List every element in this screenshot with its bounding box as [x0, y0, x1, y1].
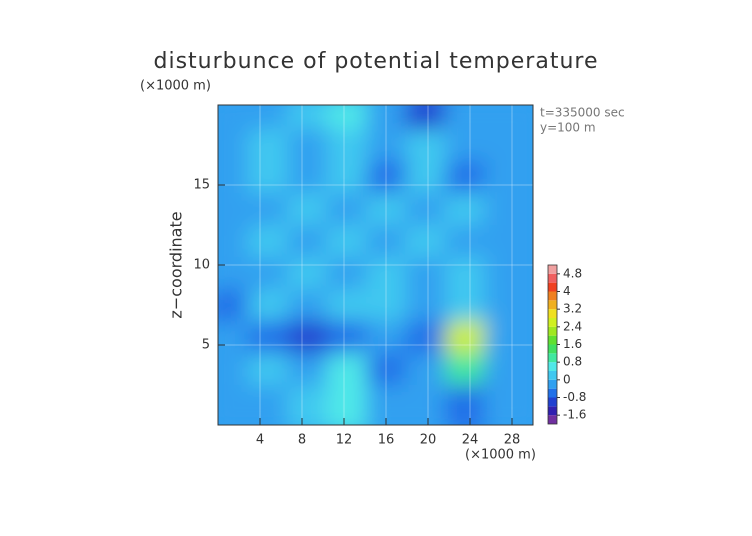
colorbar-segment: [548, 282, 557, 292]
y-axis-label: z−coordinate: [167, 211, 186, 318]
colorbar-tick-label: 0.8: [563, 355, 582, 369]
colorbar-tick-label: 0: [563, 372, 571, 386]
x-tick-label: 28: [504, 433, 521, 448]
colorbar-segment: [548, 300, 557, 310]
x-tick-label: 8: [298, 433, 306, 448]
x-tick-label: 20: [420, 433, 437, 448]
colorbar-segment: [548, 397, 557, 407]
colorbar-tick-label: 3.2: [563, 302, 582, 316]
y-tick-label: 15: [193, 178, 210, 193]
annotation: t=335000 sec: [540, 106, 625, 120]
colorbar-segment: [548, 362, 557, 371]
x-tick-label: 16: [378, 433, 395, 448]
annotation: y=100 m: [540, 121, 596, 135]
y-unit-label: (×1000 m): [140, 79, 211, 94]
x-tick-label: 24: [462, 433, 479, 448]
colorbar-segment: [548, 335, 557, 345]
colorbar-tick-label: -1.6: [563, 408, 586, 422]
field: [218, 105, 533, 425]
x-tick-label: 4: [256, 433, 264, 448]
colorbar-tick-label: 1.6: [563, 337, 582, 351]
colorbar-segment: [548, 326, 557, 336]
colorbar-segment: [548, 379, 557, 389]
colorbar-segment: [548, 344, 557, 354]
axes: 48121620242851015#7030a0#3020b0#2040d0#2…: [193, 104, 586, 448]
colorbar-segment: [548, 388, 557, 398]
field-cell: [483, 385, 533, 425]
colorbar-segment: [548, 291, 557, 301]
y-tick-label: 5: [202, 338, 210, 353]
chart-title: disturbunce of potential temperature: [154, 49, 599, 74]
x-tick-label: 12: [336, 433, 353, 448]
x-unit-label: (×1000 m): [465, 448, 536, 463]
colorbar-tick-label: -0.8: [563, 390, 586, 404]
colorbar-tick-label: 4.8: [563, 266, 582, 280]
colorbar-segment: [548, 273, 557, 283]
colorbar-tick-label: 4: [563, 284, 571, 298]
colorbar-tick-label: 2.4: [563, 319, 582, 333]
colorbar-segment: [548, 309, 557, 318]
colorbar-segment: [548, 406, 557, 416]
colorbar-segment: [548, 415, 557, 424]
field-cells: [218, 105, 533, 425]
colorbar-segment: [548, 353, 557, 363]
colorbar-segment: [548, 371, 557, 380]
y-tick-label: 10: [193, 258, 210, 273]
colorbar-segment: [548, 318, 557, 327]
colorbar-segment: [548, 265, 557, 274]
